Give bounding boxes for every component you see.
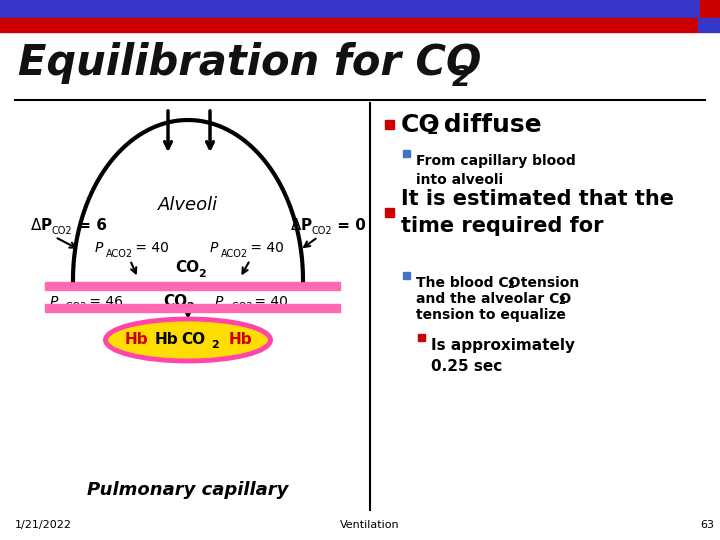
Text: Hb: Hb <box>124 333 148 348</box>
Text: = 46: = 46 <box>85 295 123 309</box>
Text: P: P <box>215 295 223 309</box>
Text: ACO2: ACO2 <box>106 249 133 259</box>
Text: P: P <box>95 241 104 255</box>
Text: Hb: Hb <box>228 333 252 348</box>
Bar <box>385 120 394 129</box>
Text: From capillary blood
into alveoli: From capillary blood into alveoli <box>416 154 576 187</box>
Text: 2: 2 <box>211 340 219 350</box>
Text: It is estimated that the
time required for: It is estimated that the time required f… <box>401 190 674 235</box>
Text: 2: 2 <box>427 120 438 138</box>
Text: = 40: = 40 <box>250 295 288 309</box>
Text: aCO2: aCO2 <box>226 302 253 312</box>
Bar <box>418 334 425 341</box>
Text: 2: 2 <box>452 64 472 92</box>
Text: tension: tension <box>516 276 580 290</box>
Text: 2: 2 <box>507 280 514 290</box>
Text: 2: 2 <box>558 296 564 306</box>
Ellipse shape <box>106 319 271 361</box>
Text: Hb: Hb <box>154 333 178 348</box>
Text: CO: CO <box>181 333 205 348</box>
Text: 2: 2 <box>198 269 206 279</box>
Text: and the alveolar CO: and the alveolar CO <box>416 292 571 306</box>
Text: P: P <box>50 295 58 309</box>
Bar <box>403 150 410 157</box>
Bar <box>45 282 340 290</box>
Text: $\Delta$P: $\Delta$P <box>30 217 53 233</box>
Bar <box>45 304 340 312</box>
Text: CO: CO <box>175 260 199 275</box>
Bar <box>385 208 394 217</box>
Text: Alveoli: Alveoli <box>158 196 218 214</box>
Text: Ventilation: Ventilation <box>340 520 400 530</box>
Text: diffuse: diffuse <box>435 112 541 137</box>
Text: 1/21/2022: 1/21/2022 <box>15 520 72 530</box>
Text: 63: 63 <box>700 520 714 530</box>
Bar <box>698 18 720 32</box>
Text: $\Delta$P: $\Delta$P <box>290 217 313 233</box>
Text: = 40: = 40 <box>131 241 169 255</box>
Text: Equilibration for CO: Equilibration for CO <box>18 42 482 84</box>
Text: = 6: = 6 <box>73 218 107 233</box>
Text: CO2: CO2 <box>52 226 73 236</box>
Text: = 0: = 0 <box>332 218 366 233</box>
Text: tension to equalize: tension to equalize <box>416 308 566 322</box>
Text: ACO2: ACO2 <box>221 249 248 259</box>
Text: 2: 2 <box>186 302 194 312</box>
Text: P: P <box>210 241 218 255</box>
Text: = 40: = 40 <box>246 241 284 255</box>
Bar <box>700 0 720 18</box>
Text: vCO2: vCO2 <box>61 302 87 312</box>
Bar <box>0 0 700 18</box>
Bar <box>403 272 410 279</box>
Bar <box>0 18 698 32</box>
Text: CO2: CO2 <box>312 226 333 236</box>
Text: CO: CO <box>163 294 187 309</box>
Text: Pulmonary capillary: Pulmonary capillary <box>87 481 289 499</box>
Text: CO: CO <box>401 112 441 137</box>
Text: The blood CO: The blood CO <box>416 276 521 290</box>
Text: Is approximately
0.25 sec: Is approximately 0.25 sec <box>431 338 575 374</box>
